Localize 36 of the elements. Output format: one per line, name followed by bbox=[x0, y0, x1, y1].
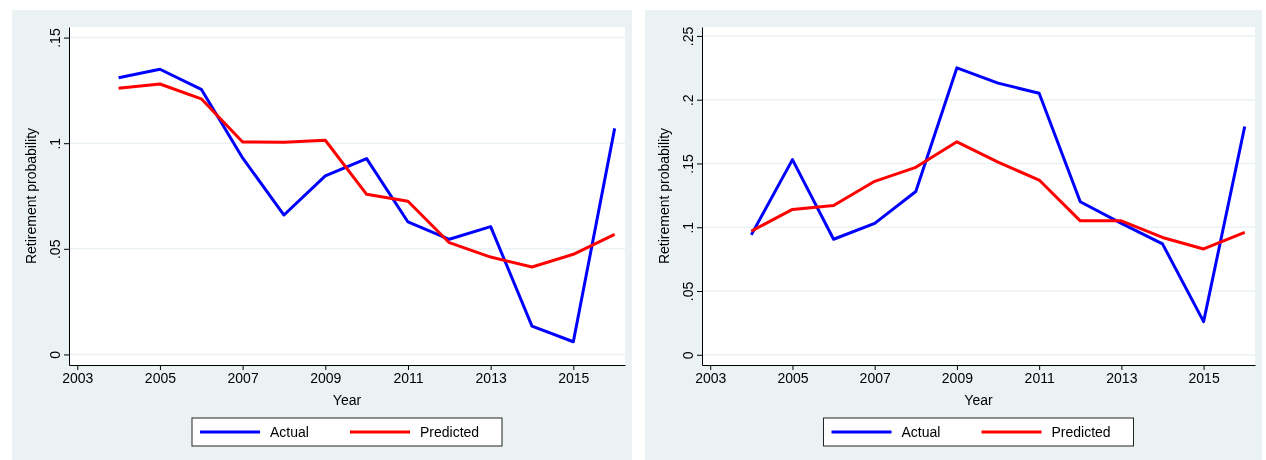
legend-label: Actual bbox=[270, 423, 309, 440]
y-tick-label: 0 bbox=[680, 351, 696, 360]
y-tick-label: .15 bbox=[47, 28, 63, 48]
line-series bbox=[117, 82, 617, 269]
legend-label: Predicted bbox=[1051, 423, 1111, 440]
legend-label: Actual bbox=[901, 423, 941, 440]
y-tick-label: .15 bbox=[680, 154, 696, 174]
x-axis-title: Year bbox=[332, 392, 362, 408]
x-tick-label: 2005 bbox=[144, 369, 177, 386]
x-tick-label: 2003 bbox=[695, 369, 727, 386]
line-series bbox=[117, 67, 617, 344]
x-tick-label: 2007 bbox=[859, 369, 891, 386]
y-tick-label: .05 bbox=[680, 281, 696, 302]
x-tick-label: 2009 bbox=[941, 369, 974, 386]
y-tick-label: .1 bbox=[47, 137, 63, 150]
legend-label: Predicted bbox=[420, 423, 480, 440]
y-tick-label: .1 bbox=[680, 221, 696, 234]
x-tick-label: 2015 bbox=[558, 369, 590, 386]
x-tick-label: 2007 bbox=[227, 369, 259, 386]
y-tick-label: .25 bbox=[680, 26, 696, 47]
y-tick-label: .2 bbox=[680, 94, 696, 107]
x-tick-label: 2005 bbox=[777, 369, 809, 386]
x-axis-title: Year bbox=[964, 392, 993, 408]
y-axis-title: Retirement probability bbox=[656, 127, 672, 265]
x-tick-label: 2009 bbox=[310, 369, 342, 386]
x-tick-label: 2003 bbox=[62, 369, 94, 386]
y-axis-title: Retirement probability bbox=[23, 127, 39, 265]
line-series bbox=[749, 140, 1247, 251]
x-tick-label: 2015 bbox=[1188, 369, 1220, 386]
x-tick-label: 2013 bbox=[475, 369, 507, 386]
x-tick-label: 2011 bbox=[393, 369, 424, 386]
x-tick-label: 2011 bbox=[1024, 369, 1055, 386]
y-tick-label: 0 bbox=[47, 350, 63, 359]
x-tick-label: 2013 bbox=[1106, 369, 1138, 386]
line-series bbox=[749, 66, 1247, 324]
y-tick-label: .05 bbox=[47, 239, 63, 260]
